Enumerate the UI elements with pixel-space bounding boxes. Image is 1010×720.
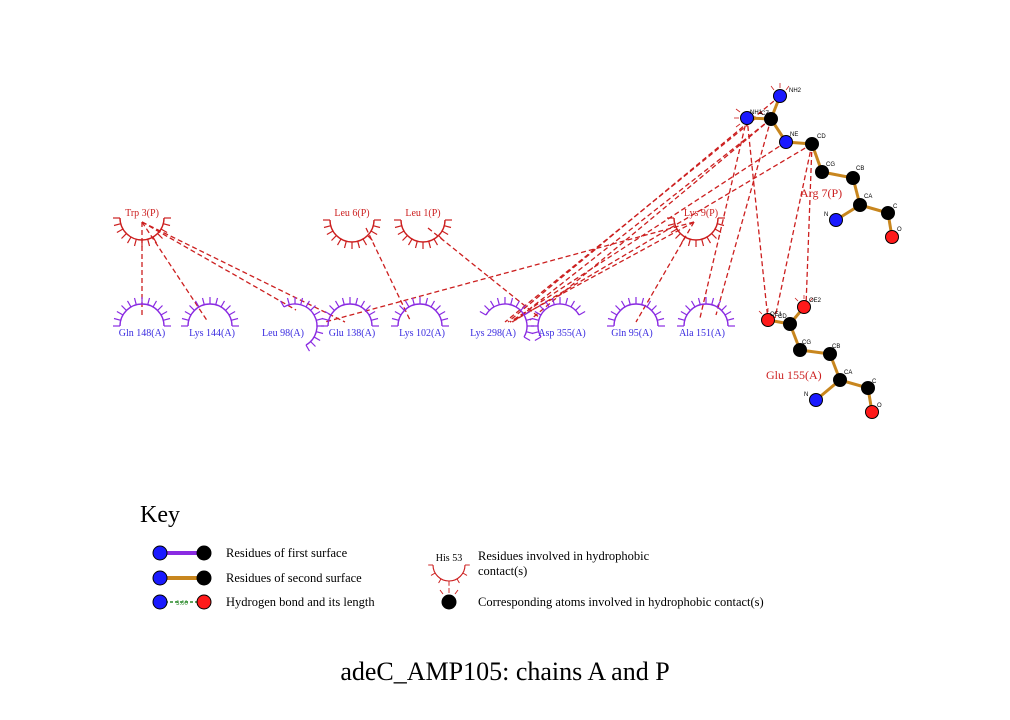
key-second-surface: Residues of second surface (226, 571, 362, 585)
atom-cb: CB (856, 166, 864, 172)
arc-leu98 (279, 285, 336, 352)
label-lys298: Lys 298(A) (470, 328, 516, 339)
atom-cg: CG (826, 162, 835, 168)
arc-leu1 (393, 219, 453, 250)
atom-n: N (824, 212, 828, 218)
atom-ca-glu: CA (844, 370, 852, 376)
atom-cz: CZ (761, 111, 769, 117)
label-ala151: Ala 151(A) (679, 328, 725, 339)
atom-oe2: OE2 (809, 298, 822, 304)
atom-cd: CD (817, 134, 826, 140)
atom-nh2: NH2 (789, 88, 802, 94)
atom-ca: CA (864, 194, 872, 200)
glu155-molecule: OE1 CD OE2 CG CB CA N C O Glu 155(A) (758, 295, 882, 419)
label-glu138: Glu 138(A) (329, 328, 375, 339)
atom-c-glu: C (872, 379, 877, 385)
label-gln95: Gln 95(A) (611, 328, 652, 339)
key-corresponding: Corresponding atoms involved in hydropho… (478, 595, 764, 609)
key-title: Key (140, 502, 180, 528)
atom-ne: NE (790, 132, 798, 138)
key-hbond: Hydrogen bond and its length (226, 595, 375, 609)
key-hbond-length: 3.00 (176, 601, 188, 607)
label-asp355: Asp 355(A) (538, 328, 586, 339)
arc-leu6 (322, 219, 382, 250)
label-glu155: Glu 155(A) (766, 368, 822, 382)
label-lys102: Lys 102(A) (399, 328, 445, 339)
arc-glu138 (320, 296, 380, 327)
label-leu98: Leu 98(A) (262, 328, 304, 339)
key-first-surface: Residues of first surface (226, 546, 348, 560)
label-trp3: Trp 3(P) (125, 208, 159, 219)
label-gln148: Gln 148(A) (119, 328, 165, 339)
atom-cg-glu: CG (802, 340, 811, 346)
diagram-caption: adeC_AMP105: chains A and P (340, 657, 669, 686)
atom-cd-glu: CD (778, 314, 787, 320)
key-hydrophobic-line2: contact(s) (478, 564, 527, 578)
atom-n-glu: N (804, 392, 808, 398)
arc-lys144 (180, 296, 240, 327)
atom-c: C (893, 204, 898, 210)
arc-ala151 (676, 296, 736, 327)
atom-nh1: NH1 (750, 110, 763, 116)
arc-lys9 (666, 217, 726, 248)
label-lys9: Lys 9(P) (684, 208, 718, 219)
label-leu1: Leu 1(P) (405, 208, 440, 219)
atom-oe1: OE1 (770, 312, 783, 318)
key-legend: Key Residues of first surface Residues o… (140, 502, 764, 610)
arg7-molecule: NH2 NH1 CZ NE CD CG CB CA N C O Arg 7(P) (734, 83, 902, 244)
key-hydrophobic-line1: Residues involved in hydrophobic (478, 549, 650, 563)
label-arg7: Arg 7(P) (800, 186, 842, 200)
atom-o-glu: O (877, 403, 882, 409)
label-leu6: Leu 6(P) (334, 208, 369, 219)
label-lys144: Lys 144(A) (189, 328, 235, 339)
atom-o: O (897, 227, 902, 233)
atom-cb-glu: CB (832, 344, 840, 350)
key-sample-residue: His 53 (436, 553, 462, 564)
